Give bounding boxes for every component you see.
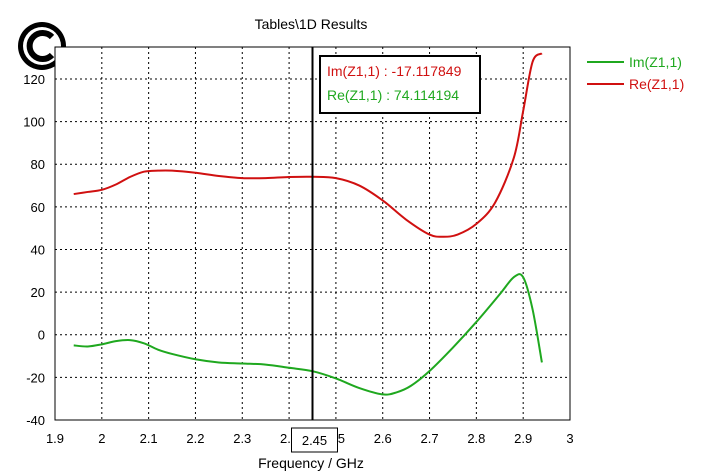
marker-readout-box: Im(Z1,1) : -17.117849 Re(Z1,1) : 74.1141… (319, 55, 481, 114)
y-tick-label: 80 (31, 157, 45, 172)
marker-x-label[interactable]: 2.45 (291, 427, 338, 453)
y-tick-label: 60 (31, 200, 45, 215)
marker-readout-re: Re(Z1,1) : 74.114194 (327, 87, 459, 103)
x-tick-label: 2.9 (514, 431, 532, 446)
y-tick-label: 20 (31, 285, 45, 300)
marker-x-value: 2.45 (302, 433, 327, 448)
x-tick-label: 2.6 (374, 431, 392, 446)
y-tick-label: 0 (38, 328, 45, 343)
legend-label-im: Im(Z1,1) (629, 54, 682, 70)
legend: Im(Z1,1) Re(Z1,1) (587, 54, 684, 92)
y-tick-label: 40 (31, 242, 45, 257)
x-tick-label: 2.8 (467, 431, 485, 446)
y-tick-label: 120 (23, 72, 45, 87)
x-tick-label: 1.9 (46, 431, 64, 446)
chart-title: Tables\1D Results (255, 16, 368, 32)
x-tick-label: 2.2 (186, 431, 204, 446)
x-tick-label: 2.7 (421, 431, 439, 446)
y-tick-label: -40 (26, 413, 45, 428)
x-tick-label: 2.1 (140, 431, 158, 446)
x-tick-label: 2.3 (233, 431, 251, 446)
x-axis-label: Frequency / GHz (258, 455, 364, 471)
copyright-logo-icon (18, 22, 66, 70)
marker-readout-im: Im(Z1,1) : -17.117849 (327, 63, 462, 79)
legend-label-re: Re(Z1,1) (629, 76, 684, 92)
y-tick-label: -20 (26, 370, 45, 385)
x-tick-label: 2 (98, 431, 105, 446)
x-tick-label: 3 (566, 431, 573, 446)
y-tick-label: 100 (23, 115, 45, 130)
